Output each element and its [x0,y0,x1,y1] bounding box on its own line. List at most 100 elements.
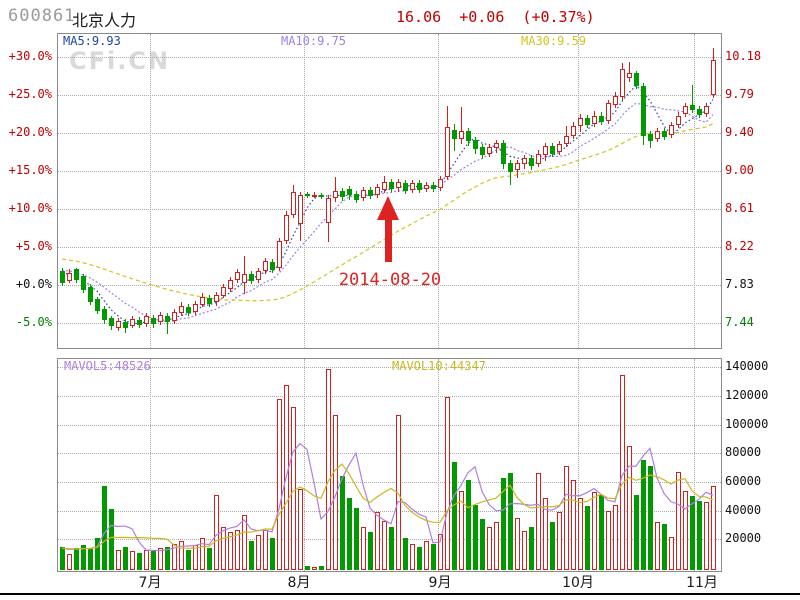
volume-bar [262,529,268,570]
price-chart-area [57,33,722,349]
volume-bar [276,399,282,570]
candle-body [465,131,471,142]
gridline-horizontal [58,133,721,134]
volume-bar [521,530,527,570]
candle-body [367,190,373,197]
candle-body [199,297,205,305]
annotation-arrow-head [377,196,399,220]
candle-body [304,193,310,197]
month-axis-label: 10月 [562,575,594,591]
volume-bar [409,543,415,570]
volume-bar [430,543,436,570]
volume-axis-label: 140000 [725,359,769,374]
volume-bar [143,549,149,570]
volume-bar [633,494,639,570]
month-axis-label: 7月 [138,575,162,591]
candle-body [101,308,107,320]
volume-bar [178,541,184,570]
volume-bar [549,522,555,570]
candle-body [710,60,716,95]
price-axis-label: 8.61 [725,201,754,215]
candle-body [430,184,436,190]
volume-bar [598,494,604,570]
candle-body [535,153,541,165]
volume-bar [584,506,590,570]
ma5-legend-label: MA5:9.93 [63,34,121,48]
candle-body [472,139,478,149]
candle-body [479,147,485,156]
candle-body [626,72,632,79]
volume-bar [381,520,387,570]
volume-bar [486,526,492,570]
volume-bar [255,535,261,570]
volume-bar [367,532,373,570]
candle-body [339,190,345,197]
candle-body [689,104,695,111]
volume-bar [661,523,667,570]
price-axis-label: 9.00 [725,163,754,177]
candle-body [556,144,562,152]
annotation-arrow-shaft [385,219,392,262]
page-bottom-rule [0,593,800,595]
gridline-horizontal [58,323,721,324]
candle-body [654,130,660,140]
candle-body [549,145,555,154]
candle-body [178,305,184,314]
candle-body [136,319,142,326]
volume-bar [241,515,247,570]
volume-bar [66,554,72,570]
volume-bar [542,497,548,570]
volume-bar [157,548,163,570]
volume-bar [318,565,324,570]
candle-body [360,190,366,199]
volume-bar [528,526,534,570]
candle-body [185,307,191,314]
volume-bar [654,522,660,570]
volume-bar [682,490,688,570]
percent-axis-label: +5.0% [15,239,52,253]
candle-body [213,294,219,303]
candle-body [276,240,282,269]
volume-bar [437,533,443,570]
volume-chart-area [57,358,722,572]
annotation-date: 2014-08-20 [338,270,442,290]
volume-bar [605,510,611,570]
candle-body [297,195,303,225]
volume-bar [94,538,100,570]
candle-body [374,186,380,196]
candle-body [584,117,590,125]
volume-bar [332,415,338,570]
month-axis-label: 9月 [428,575,452,591]
volume-bar [269,538,275,570]
mavol5-legend-label: MAVOL5:48526 [64,359,151,373]
month-axis-label: 11月 [686,575,718,591]
candle-body [381,181,387,190]
candle-body [675,115,681,126]
volume-bar [353,507,359,570]
volume-bar [500,477,506,570]
candle-body [619,69,625,97]
volume-bar [647,465,653,570]
candle-body [605,103,611,121]
volume-bar [346,497,352,570]
candle-body [388,181,394,190]
candle-body [87,287,93,302]
candle-body [332,190,338,199]
candle-body [311,194,317,197]
candle-body [640,85,646,137]
candle-body [269,262,275,270]
candle-body [612,95,618,105]
candle-body [402,183,408,191]
volume-bar [388,526,394,570]
candle-body [318,194,324,197]
volume-bar [402,538,408,570]
volume-bar [514,517,520,570]
volume-bar [150,551,156,570]
volume-bar [479,519,485,570]
candle-body [703,105,709,114]
candle-body [563,136,569,145]
volume-bar [395,415,401,570]
volume-bar [626,445,632,570]
candle-body [157,314,163,323]
